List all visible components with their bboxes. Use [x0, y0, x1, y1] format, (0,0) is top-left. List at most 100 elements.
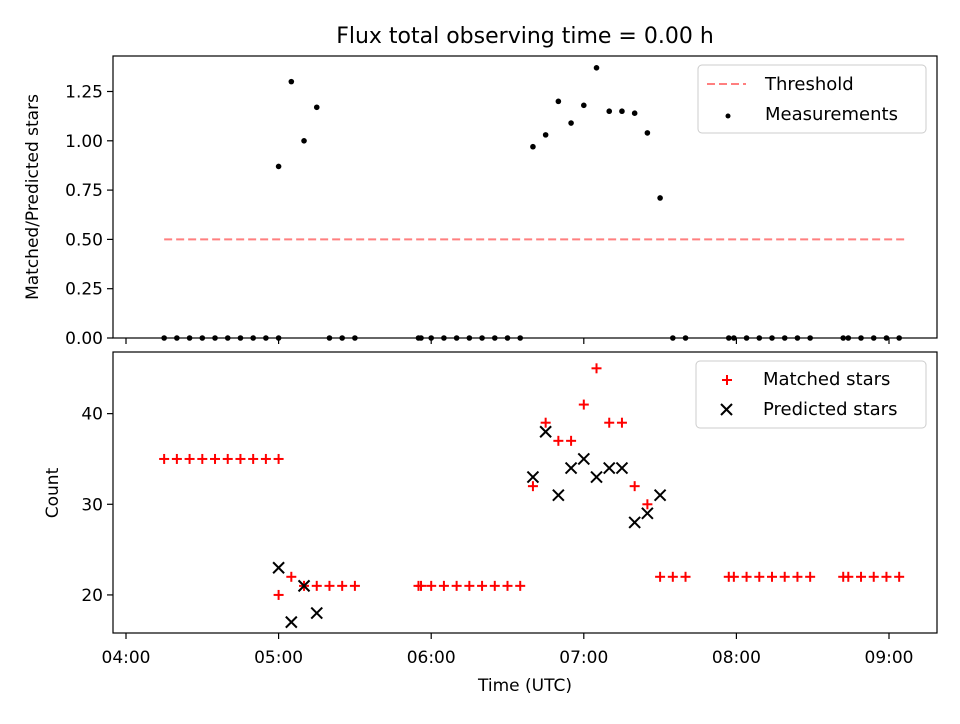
matched-star-point — [604, 417, 615, 428]
predicted-star-point — [577, 452, 591, 466]
matched-star-point — [728, 571, 739, 582]
predicted-star-point — [552, 489, 565, 502]
matched-star-point — [741, 571, 752, 582]
matched-star-point — [629, 481, 640, 492]
bottom-y-axis-label: Count — [43, 467, 63, 518]
matched-star-point — [616, 417, 627, 428]
predicted-star-point — [526, 470, 540, 484]
top-plot-frame — [112, 55, 938, 339]
matched-star-point — [843, 571, 854, 582]
predicted-star-point — [539, 425, 552, 438]
x-tick-label: 05:00 — [254, 648, 303, 668]
predicted-star-point — [603, 461, 616, 475]
predicted-star-point — [615, 461, 629, 475]
matched-star-point — [159, 453, 170, 464]
top-y-tick-label: 0.25 — [65, 280, 103, 300]
predicted-star-point — [590, 470, 603, 484]
matched-star-point — [591, 363, 602, 374]
matched-star-point — [767, 571, 778, 582]
matched-star-point — [324, 580, 335, 591]
measurement-point — [275, 163, 282, 170]
matched-star-point — [754, 571, 765, 582]
measurement-point — [313, 104, 320, 111]
matched-star-point — [197, 453, 208, 464]
matched-star-point — [805, 571, 816, 582]
matched-star-point — [792, 571, 803, 582]
matched-star-point — [416, 580, 427, 591]
matched-star-point — [210, 453, 221, 464]
matched-star-point — [260, 453, 271, 464]
matched-star-point — [184, 453, 195, 464]
matched-star-point — [337, 580, 348, 591]
x-tick-label: 07:00 — [559, 648, 608, 668]
measurement-point — [301, 137, 307, 144]
matched-star-point — [248, 453, 259, 464]
measurement-point — [581, 102, 587, 109]
predicted-star-point — [297, 579, 311, 593]
matched-star-point — [578, 399, 589, 410]
predicted-star-point — [272, 561, 285, 574]
x-tick-label: 09:00 — [865, 648, 914, 668]
matched-star-point — [881, 571, 892, 582]
bottom-panel: 20 30 40 04:00 05:00 06:00 07:00 08:00 09:00 Cou… — [43, 351, 938, 696]
matched-star-point — [868, 571, 879, 582]
measurement-point — [631, 110, 638, 116]
matched-star-point — [566, 435, 577, 446]
predicted-star-point — [564, 461, 578, 475]
top-y-tick-label: 0.75 — [65, 181, 103, 201]
measurement-point — [542, 132, 549, 138]
bottom-y-tick-label: 40 — [81, 405, 103, 425]
top-y-tick-label: 0.50 — [65, 230, 103, 250]
matched-star-point — [451, 580, 462, 591]
matched-star-point — [438, 580, 449, 591]
top-legend: Threshold Measurements — [697, 64, 927, 134]
matched-star-point — [502, 580, 513, 591]
measurement-point — [644, 130, 651, 136]
matched-star-point — [680, 571, 691, 582]
legend-threshold-label: Threshold — [764, 74, 854, 95]
chart-title: Flux total observing time = 0.00 h — [336, 24, 714, 49]
matched-star-point — [464, 580, 475, 591]
legend-matched-swatch — [722, 375, 732, 385]
top-y-axis-label: Matched/Predicted stars — [23, 94, 43, 300]
measurement-point — [530, 143, 536, 150]
top-y-tick-label: 0.00 — [65, 329, 103, 349]
predicted-star-point — [310, 606, 323, 620]
matched-star-point — [426, 580, 437, 591]
bottom-plot-frame — [112, 351, 938, 634]
legend-predicted-label: Predicted stars — [763, 399, 897, 420]
predicted-star-point — [641, 507, 654, 520]
top-panel: 0.00 0.25 0.50 0.75 1.00 1.25 Matched/Predict… — [23, 55, 938, 349]
matched-star-point — [667, 571, 678, 582]
matched-star-point — [311, 580, 322, 591]
bottom-legend: Matched stars Predicted stars — [695, 360, 927, 429]
matched-star-point — [553, 435, 564, 446]
measurement-point — [657, 195, 663, 201]
legend-predicted-swatch — [720, 403, 733, 416]
matched-star-point — [171, 453, 182, 464]
matched-star-point — [642, 499, 653, 510]
matched-star-point — [856, 571, 867, 582]
measurement-point — [619, 108, 625, 115]
x-axis-label: Time (UTC) — [477, 676, 572, 696]
matched-star-point — [655, 571, 666, 582]
predicted-star-point — [628, 516, 641, 529]
x-tick-label: 06:00 — [407, 648, 456, 668]
x-tick-label: 04:00 — [102, 648, 151, 668]
matched-star-point — [477, 580, 488, 591]
bottom-y-tick-label: 20 — [81, 586, 103, 606]
measurement-point — [568, 120, 574, 126]
matched-star-point — [222, 453, 233, 464]
legend-measurements-swatch — [725, 113, 731, 119]
predicted-star-point — [653, 489, 667, 502]
legend-measurements-label: Measurements — [765, 104, 898, 125]
matched-star-point — [515, 580, 526, 591]
matched-star-point — [235, 453, 246, 464]
matched-star-point — [540, 417, 551, 428]
matched-star-point — [489, 580, 500, 591]
predicted-star-point — [285, 615, 298, 629]
measurement-point — [288, 78, 295, 85]
matched-star-point — [779, 571, 790, 582]
bottom-y-tick-label: 30 — [81, 495, 103, 515]
